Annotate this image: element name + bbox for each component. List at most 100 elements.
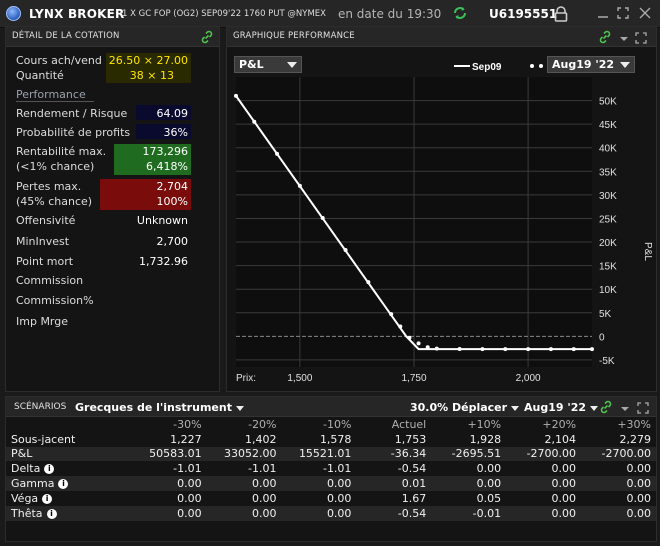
link-icon[interactable] <box>598 399 614 415</box>
chevron-down-icon <box>511 405 520 411</box>
table-cell: 0.00 <box>431 476 507 491</box>
column-header: -30% <box>173 417 202 431</box>
data-timestamp: en date du 19:30 <box>338 7 442 21</box>
legend-dotted-marker <box>530 64 543 68</box>
y-axis-label: P&L <box>642 242 653 261</box>
maximize-icon[interactable] <box>616 6 630 20</box>
rendement-label: Rendement / Risque <box>16 107 128 120</box>
table-cell: -2700.00 <box>506 446 582 462</box>
series-point-aug19 <box>571 347 576 352</box>
rentabilite-chance-label: (<1% chance) <box>16 160 95 173</box>
row-label: Véga i <box>6 491 132 506</box>
table-cell: 0.00 <box>206 476 282 491</box>
chevron-down-icon <box>287 62 297 68</box>
shift-select[interactable]: 30.0% Déplacer <box>410 401 520 414</box>
point-mort-value: 1,732.96 <box>139 255 188 268</box>
probabilite-box <box>136 124 191 139</box>
quantity-value: 38 × 13 <box>129 69 174 82</box>
table-row: P&L 50583.01 33052.00 15521.01 -36.34 -2695.5… <box>6 446 656 462</box>
performance-divider <box>16 101 94 102</box>
quote-detail-panel: DÉTAIL DE LA COTATION Cours ach/vend 26.… <box>5 26 220 392</box>
table-cell: 33052.00 <box>206 446 282 462</box>
commission-label: Commission <box>16 274 84 287</box>
shift-select-value: 30.0% Déplacer <box>410 401 508 414</box>
greeks-select[interactable]: Grecques de l'instrument <box>75 401 244 414</box>
rentabilite-value: 173,296 <box>142 145 189 158</box>
row-label: Sous-jacent <box>6 432 132 447</box>
date-select[interactable]: Aug19 '22 <box>547 56 635 73</box>
chevron-down-icon[interactable] <box>618 30 634 46</box>
imp-mrge-label: Imp Mrge <box>16 315 69 328</box>
table-cell: 0.00 <box>177 491 202 505</box>
table-cell: 0.05 <box>476 491 502 505</box>
link-icon[interactable] <box>199 29 215 45</box>
table-cell: 50583.01 <box>131 446 207 462</box>
performance-chart-header: GRAPHIQUE PERFORMANCE <box>227 27 656 47</box>
row-label-text: Gamma <box>11 477 55 491</box>
table-cell: 0.00 <box>281 505 357 521</box>
table-cell: -2700.00 <box>581 446 656 462</box>
info-icon[interactable]: i <box>46 508 57 519</box>
rendement-value: 64.09 <box>156 107 189 120</box>
date-select-value: Aug19 '22 <box>552 58 615 71</box>
table-cell: -1.01 <box>248 462 277 476</box>
link-icon[interactable] <box>597 29 613 45</box>
y-tick-label: 35K <box>599 167 617 178</box>
chevron-down-icon <box>620 62 630 68</box>
bid-ask-label: Cours ach/vend <box>16 54 102 67</box>
table-cell: 0.00 <box>581 505 656 521</box>
table-cell: 0.00 <box>131 476 207 491</box>
close-icon[interactable] <box>638 6 652 20</box>
table-cell: 1.67 <box>401 491 427 505</box>
info-icon[interactable]: i <box>58 479 69 490</box>
info-icon[interactable]: i <box>42 493 53 504</box>
performance-chart-title: GRAPHIQUE PERFORMANCE <box>233 31 355 41</box>
y-tick-label: 15K <box>599 262 617 273</box>
offensivite-label: Offensivité <box>16 214 76 227</box>
table-cell: 0.00 <box>326 491 352 505</box>
maximize-icon[interactable] <box>636 400 652 416</box>
chevron-down-icon <box>590 405 599 411</box>
table-cell: 2,104 <box>544 432 577 446</box>
series-point-aug19 <box>480 347 485 352</box>
probabilite-label: Probabilité de profits <box>16 126 131 139</box>
column-header: +20% <box>542 417 577 431</box>
pertes-chance-label: (45% chance) <box>16 195 93 208</box>
y-tick-label: 40K <box>599 144 617 155</box>
quote-detail-title: DÉTAIL DE LA COTATION <box>12 31 120 41</box>
lock-icon[interactable] <box>553 6 569 26</box>
series-point-aug19 <box>343 248 348 253</box>
y-tick-label: 10K <box>599 285 617 296</box>
metric-select[interactable]: P&L <box>234 56 302 73</box>
table-cell: 0.00 <box>506 505 582 521</box>
table-cell: 0.00 <box>551 462 577 476</box>
chevron-down-icon[interactable] <box>619 400 635 416</box>
point-mort-label: Point mort <box>16 255 74 268</box>
row-label-text: Thêta <box>11 506 43 520</box>
legend-sep: Sep09 <box>454 62 502 72</box>
minimize-icon[interactable] <box>596 6 610 20</box>
table-cell: 0.00 <box>252 491 277 505</box>
chevron-down-icon <box>235 405 244 411</box>
performance-section-title: Performance <box>16 88 86 101</box>
column-header: -10% <box>323 417 352 431</box>
metric-select-value: P&L <box>239 58 264 71</box>
column-header: -20% <box>248 417 277 431</box>
series-point-aug19 <box>366 280 371 285</box>
rentabilite-box <box>114 144 191 175</box>
rentabilite-label: Rentabilité max. <box>16 145 107 158</box>
table-row: Sous-jacent 1,227 1,402 1,578 1,753 1,928 2,10… <box>6 432 656 447</box>
maximize-icon[interactable] <box>634 30 650 46</box>
series-point-aug19 <box>252 119 257 124</box>
series-point-aug19 <box>389 312 394 317</box>
table-cell: 1,227 <box>170 432 202 446</box>
table-row: Gamma i 0.00 0.00 0.00 0.01 0.00 0.00 0.00 <box>6 476 656 491</box>
info-icon[interactable]: i <box>44 464 55 475</box>
scenario-date-value: Aug19 '22 <box>524 401 587 414</box>
table-cell: 2,279 <box>619 432 652 446</box>
x-tick-label: 1,750 <box>401 373 426 384</box>
scenario-date-select[interactable]: Aug19 '22 <box>524 401 599 414</box>
refresh-icon[interactable] <box>452 5 468 21</box>
table-row: Thêta i 0.00 0.00 0.00 -0.54 -0.01 0.00 0.00 <box>6 505 656 521</box>
row-label: P&L <box>6 446 132 462</box>
